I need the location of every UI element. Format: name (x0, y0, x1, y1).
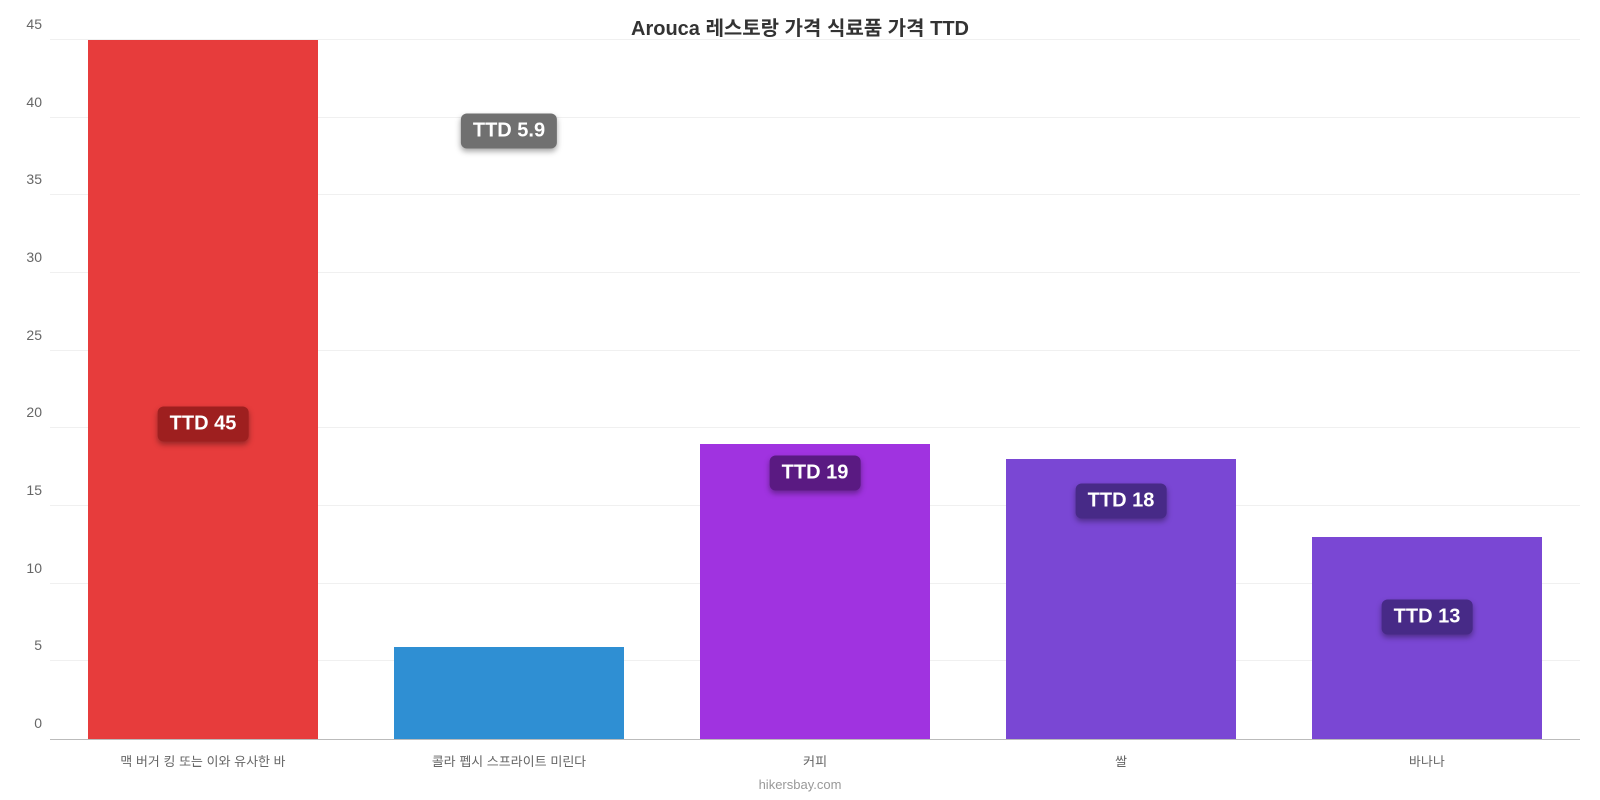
y-tick-label: 10 (26, 560, 42, 576)
y-tick-label: 5 (34, 637, 42, 653)
bar-slot: TTD 18 (968, 40, 1274, 739)
y-tick-label: 20 (26, 404, 42, 420)
bar-slot: TTD 19 (662, 40, 968, 739)
y-tick-label: 35 (26, 171, 42, 187)
plot-area: 051015202530354045 TTD 45TTD 5.9TTD 19TT… (50, 40, 1580, 740)
bars-group: TTD 45 TTD 5.9 TTD 19 TTD 18 TTD 13 (50, 40, 1580, 739)
y-tick-label: 40 (26, 94, 42, 110)
value-label: TTD 45 (158, 407, 249, 442)
y-tick-label: 30 (26, 249, 42, 265)
x-tick-label: 콜라 펩시 스프라이트 미린다 (356, 751, 662, 770)
x-tick-label: 맥 버거 킹 또는 이와 유사한 바 (50, 751, 356, 770)
x-axis-labels: 맥 버거 킹 또는 이와 유사한 바콜라 펩시 스프라이트 미린다커피쌀바나나 (50, 751, 1580, 770)
value-label: TTD 13 (1382, 599, 1473, 634)
y-tick-label: 15 (26, 482, 42, 498)
value-label: TTD 18 (1076, 484, 1167, 519)
price-bar-chart: Arouca 레스토랑 가격 식료품 가격 TTD 0 5 10 15 20 25 30 35… (0, 0, 1600, 800)
x-tick-label: 바나나 (1274, 751, 1580, 770)
bar (394, 647, 624, 739)
bar (88, 40, 318, 739)
bar (1312, 537, 1542, 739)
x-tick-label: 쌀 (968, 751, 1274, 770)
chart-attribution: hikersbay.com (0, 777, 1600, 792)
value-label: TTD 5.9 (461, 113, 557, 148)
bar-slot: TTD 5.9 (356, 40, 662, 739)
chart-title: Arouca 레스토랑 가격 식료품 가격 TTD (0, 12, 1600, 41)
y-tick-label: 25 (26, 327, 42, 343)
value-label: TTD 19 (770, 456, 861, 491)
y-tick-label: 0 (34, 715, 42, 731)
bar-slot: TTD 45 (50, 40, 356, 739)
x-tick-label: 커피 (662, 751, 968, 770)
y-tick-label: 45 (26, 16, 42, 32)
bar-slot: TTD 13 (1274, 40, 1580, 739)
